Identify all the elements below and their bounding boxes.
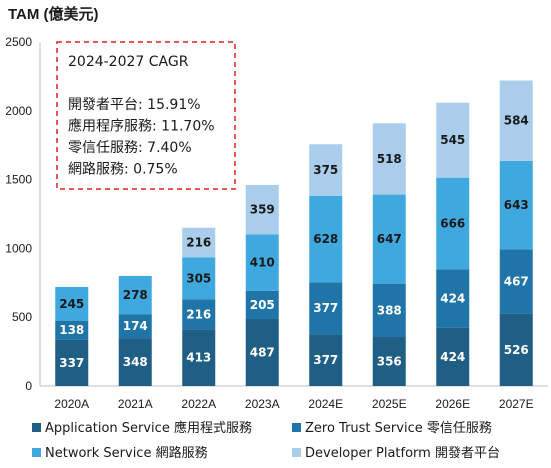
bar-segment xyxy=(309,144,343,196)
legend-label: Developer Platform 開發者平台 xyxy=(305,446,500,461)
bar-segment xyxy=(372,283,406,338)
annotation-line: 應用程序服務: 11.70% xyxy=(68,118,215,135)
data-label: 526 xyxy=(504,343,529,357)
data-label: 138 xyxy=(59,323,84,337)
x-tick-label: 2026E xyxy=(435,397,470,411)
legend: Application Service 應用程式服務 Zero Trust Ser… xyxy=(32,420,500,461)
y-tick-label: 2500 xyxy=(5,35,32,49)
data-label: 348 xyxy=(123,355,148,369)
data-label: 545 xyxy=(440,133,465,147)
bar-segment xyxy=(499,160,533,250)
legend-swatch xyxy=(32,448,41,457)
bar-segment xyxy=(118,314,152,339)
bar-segment xyxy=(372,194,406,284)
data-label: 424 xyxy=(440,350,465,364)
bar-segment xyxy=(436,102,470,178)
bar-segment xyxy=(499,313,533,386)
x-tick-label: 2022A xyxy=(181,397,216,411)
bar-segment xyxy=(182,257,216,300)
bar-segment xyxy=(55,339,89,386)
data-label: 216 xyxy=(186,307,211,321)
legend-swatch xyxy=(292,423,301,432)
bar-segment xyxy=(309,334,343,386)
data-label: 413 xyxy=(186,351,211,365)
bar-segment xyxy=(118,275,152,315)
annotation-title: 2024-2027 CAGR xyxy=(68,54,189,70)
annotation-line: 零信任服務: 7.40% xyxy=(68,140,192,156)
data-label: 628 xyxy=(313,232,338,246)
y-tick-label: 0 xyxy=(25,379,32,393)
x-tick-label: 2020A xyxy=(54,397,89,411)
legend-swatch xyxy=(32,423,41,432)
data-label: 245 xyxy=(59,297,84,311)
x-tick-label: 2027E xyxy=(499,397,534,411)
x-tick-label: 2025E xyxy=(372,397,407,411)
bar-segment xyxy=(372,123,406,195)
data-label: 467 xyxy=(504,274,529,288)
x-tick-label: 2024E xyxy=(308,397,343,411)
bar-segment xyxy=(436,177,470,270)
data-label: 174 xyxy=(123,319,148,333)
annotation-box xyxy=(56,41,236,190)
chart-title: TAM (億美元) xyxy=(8,5,99,23)
data-label: 278 xyxy=(123,288,148,302)
x-tick-label: 2021A xyxy=(118,397,153,411)
bars: 337 138 245 348 174 278 413 216 305 216 487 205 410 3… xyxy=(55,80,533,386)
data-label: 647 xyxy=(377,232,402,246)
bar-segment xyxy=(182,227,216,258)
legend-swatch xyxy=(292,448,301,457)
data-label: 377 xyxy=(313,353,338,367)
bar-segment xyxy=(436,327,470,386)
legend-label: Network Service 網路服務 xyxy=(45,445,208,461)
data-label: 375 xyxy=(313,163,338,177)
bar-segment xyxy=(499,80,533,161)
y-tick-label: 1000 xyxy=(5,241,32,255)
data-label: 487 xyxy=(250,345,275,359)
bar-segment xyxy=(309,282,343,335)
bar-segment xyxy=(245,318,279,386)
bar-segment xyxy=(118,338,152,386)
annotation-line: 網路服務: 0.75% xyxy=(68,162,178,178)
bar-segment xyxy=(182,299,216,330)
data-label: 584 xyxy=(504,114,529,128)
data-label: 518 xyxy=(377,152,402,166)
data-label: 388 xyxy=(377,303,402,317)
bar-segment xyxy=(309,195,343,283)
annotation-line: 開發者平台: 15.91% xyxy=(68,97,201,113)
data-label: 305 xyxy=(186,271,211,285)
y-tick-label: 500 xyxy=(12,310,32,324)
legend-label: Application Service 應用程式服務 xyxy=(45,420,252,436)
data-label: 337 xyxy=(59,356,84,370)
data-label: 643 xyxy=(504,198,529,212)
data-label: 356 xyxy=(377,355,402,369)
y-tick-label: 1500 xyxy=(5,173,32,187)
y-tick-label: 2000 xyxy=(5,104,32,118)
data-label: 216 xyxy=(186,236,211,250)
bar-segment xyxy=(245,184,279,235)
axes: 0 500 1000 1500 2000 2500 2020A 2021A 2022A 2023A… xyxy=(5,35,548,411)
legend-label: Zero Trust Service 零信任服務 xyxy=(305,421,492,436)
data-label: 359 xyxy=(250,203,275,217)
bar-segment xyxy=(55,286,89,321)
bar-segment xyxy=(499,249,533,314)
bar-segment xyxy=(245,290,279,319)
bar-segment xyxy=(55,320,89,340)
bar-segment xyxy=(182,329,216,386)
data-label: 205 xyxy=(250,298,275,312)
data-label: 666 xyxy=(440,216,465,230)
bar-segment xyxy=(245,234,279,291)
bar-segment xyxy=(372,337,406,386)
data-label: 377 xyxy=(313,301,338,315)
data-label: 424 xyxy=(440,291,465,305)
cagr-annotation: 2024-2027 CAGR 開發者平台: 15.91% 應用程序服務: 11.70… xyxy=(56,41,236,190)
data-label: 410 xyxy=(250,256,275,270)
x-tick-label: 2023A xyxy=(245,397,280,411)
bar-segment xyxy=(436,269,470,328)
